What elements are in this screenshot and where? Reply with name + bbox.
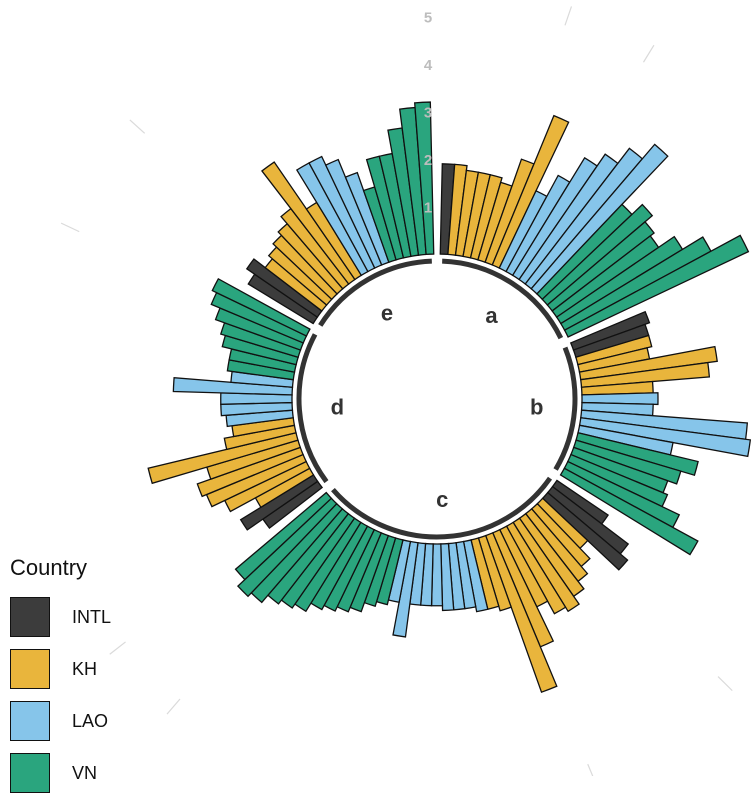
legend-swatch-intl — [10, 597, 50, 637]
bar-d-kh — [223, 424, 297, 451]
legend-item-vn: VN — [10, 747, 160, 799]
radial-tick-label: 1 — [424, 200, 432, 217]
legend-item-intl: INTL — [10, 591, 160, 643]
bar-c-vn — [236, 497, 338, 598]
legend-label-lao: LAO — [72, 710, 109, 731]
bar-c-kh — [505, 521, 567, 615]
bar-d-vn — [211, 277, 311, 337]
bar-e-lao — [308, 155, 376, 273]
circular-bar-chart: 1 2 3 4 5 a b c d e — [60, 6, 752, 776]
bar-d-intl — [239, 474, 319, 531]
legend-swatch-vn — [10, 753, 50, 793]
radial-tick-labels: 1 2 3 4 5 — [424, 10, 433, 217]
guide-line — [717, 676, 733, 692]
guide-line — [129, 119, 146, 134]
bar-a-kh — [447, 163, 468, 256]
group-label-layer: a b c d e — [331, 300, 544, 511]
group-arc-d — [296, 333, 329, 484]
bar-e-lao — [324, 158, 383, 269]
bar-c-kh — [484, 531, 558, 694]
bar-b-lao — [581, 392, 659, 406]
group-arc-e — [318, 258, 432, 327]
radial-guide-lines — [60, 6, 733, 776]
bar-b-kh — [578, 345, 718, 381]
bar-e-kh — [261, 161, 356, 285]
legend-title: Country — [10, 555, 88, 580]
legend-item-kh: KH — [10, 643, 160, 695]
bar-a-kh — [469, 173, 503, 261]
radial-tick-label: 5 — [424, 10, 432, 27]
bar-b-vn — [575, 431, 699, 477]
bar-c-intl — [541, 491, 629, 571]
group-arc-b — [553, 346, 578, 471]
bar-b-vn — [572, 439, 682, 485]
bar-e-lao — [344, 171, 390, 266]
bar-a-vn — [546, 220, 655, 312]
legend-label-vn: VN — [72, 762, 98, 783]
radial-tick-label: 2 — [424, 152, 432, 169]
bar-c-lao — [440, 542, 455, 612]
bar-b-kh — [575, 334, 653, 366]
bar-c-kh — [512, 517, 580, 613]
group-label-c: c — [436, 487, 448, 512]
guide-line — [587, 763, 594, 776]
bar-c-lao — [392, 540, 419, 638]
legend-item-lao: LAO — [10, 695, 160, 747]
bar-b-kh — [579, 361, 711, 388]
bar-d-lao — [172, 376, 294, 396]
bar-b-lao — [578, 417, 752, 458]
legend-swatch-kh — [10, 649, 50, 689]
bar-c-kh — [477, 534, 513, 612]
guide-line — [564, 6, 573, 26]
radial-tick-label: 3 — [424, 105, 432, 122]
bar-e-vn — [413, 101, 435, 256]
group-label-b: b — [530, 395, 543, 420]
guide-line — [109, 641, 126, 655]
bar-a-lao — [530, 143, 669, 295]
legend-swatch-lao — [10, 701, 50, 741]
group-arc-a — [442, 258, 564, 340]
bar-b-intl — [569, 310, 651, 351]
group-arc-layer — [296, 258, 578, 540]
bar-e-intl — [245, 258, 323, 319]
bar-d-kh — [196, 446, 304, 498]
guide-line — [60, 222, 80, 233]
bar-c-lao — [462, 539, 489, 613]
bar-a-vn — [563, 234, 750, 338]
bar-a-kh — [491, 114, 570, 269]
group-label-e: e — [381, 300, 393, 325]
bar-layer — [147, 101, 752, 694]
guide-line — [166, 698, 181, 715]
group-arc-c — [331, 476, 553, 540]
bar-d-kh — [147, 431, 299, 485]
bar-c-vn — [234, 491, 333, 581]
group-label-a: a — [485, 303, 498, 328]
bar-a-vn — [541, 203, 654, 306]
legend-label-kh: KH — [72, 658, 98, 679]
legend: Country INTL KH LAO VN — [10, 555, 160, 799]
group-label-d: d — [331, 395, 344, 420]
legend-label-intl: INTL — [72, 606, 112, 627]
radial-tick-label: 4 — [424, 57, 433, 74]
bar-b-vn — [559, 467, 699, 556]
guide-line — [642, 44, 655, 63]
